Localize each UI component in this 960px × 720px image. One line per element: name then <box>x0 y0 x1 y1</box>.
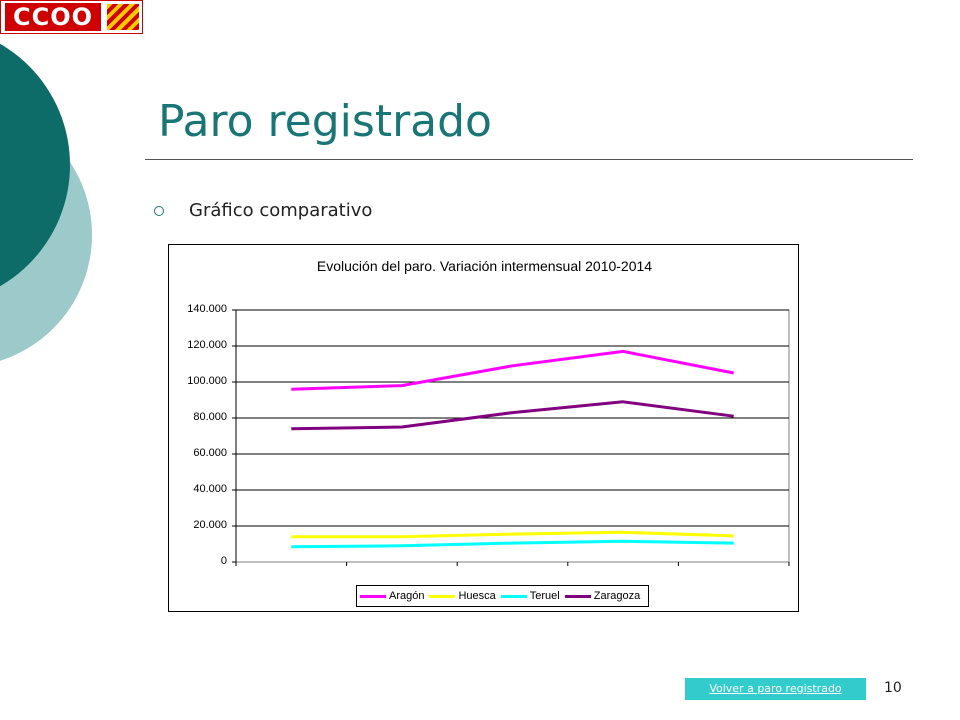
legend-label: Huesca <box>458 590 496 602</box>
legend-swatch <box>429 594 456 598</box>
series-line-teruel <box>291 539 734 549</box>
y-tick-label: 100.000 <box>187 375 227 387</box>
page-number: 10 <box>884 680 902 696</box>
series-line-huesca <box>291 530 734 539</box>
series-line-zaragoza <box>291 400 734 431</box>
y-tick-label: 40.000 <box>193 483 227 495</box>
legend-item: Teruel <box>500 590 560 602</box>
y-tick-label: 0 <box>220 555 227 567</box>
y-tick-label: 80.000 <box>193 411 227 423</box>
page-title: Paro registrado <box>158 96 492 147</box>
decorative-circles <box>0 43 92 361</box>
legend-item: Huesca <box>429 590 496 602</box>
chart-frame: Evolución del paro. Variación intermensu… <box>168 244 799 612</box>
legend-item: Zaragoza <box>564 590 641 602</box>
y-tick-label: 20.000 <box>193 519 227 531</box>
back-to-paro-registrado-link[interactable]: Volver a paro registrado <box>685 678 866 700</box>
ccoo-logo: CCOO <box>0 0 143 34</box>
series-line-arag-n <box>291 349 734 391</box>
y-tick-label: 60.000 <box>193 447 227 459</box>
legend-swatch <box>360 594 386 598</box>
plot-area <box>235 309 790 563</box>
legend-swatch <box>500 594 527 598</box>
legend-label: Aragón <box>389 590 425 602</box>
aragon-flag-icon <box>107 4 139 30</box>
legend-label: Teruel <box>529 590 560 602</box>
legend-swatch <box>564 594 591 598</box>
y-tick-label: 140.000 <box>187 303 227 315</box>
logo-text: CCOO <box>5 3 101 31</box>
chart-title: Evolución del paro. Variación intermensu… <box>316 258 653 274</box>
line-chart <box>232 309 790 566</box>
bullet-text: Gráfico comparativo <box>189 200 373 221</box>
bullet-circle-icon <box>154 206 164 216</box>
legend-item: Aragón <box>360 590 424 602</box>
title-divider <box>145 159 913 160</box>
legend-label: Zaragoza <box>593 590 641 602</box>
chart-legend: Aragón Huesca Teruel Zaragoza <box>356 585 650 607</box>
y-tick-label: 120.000 <box>187 339 227 351</box>
